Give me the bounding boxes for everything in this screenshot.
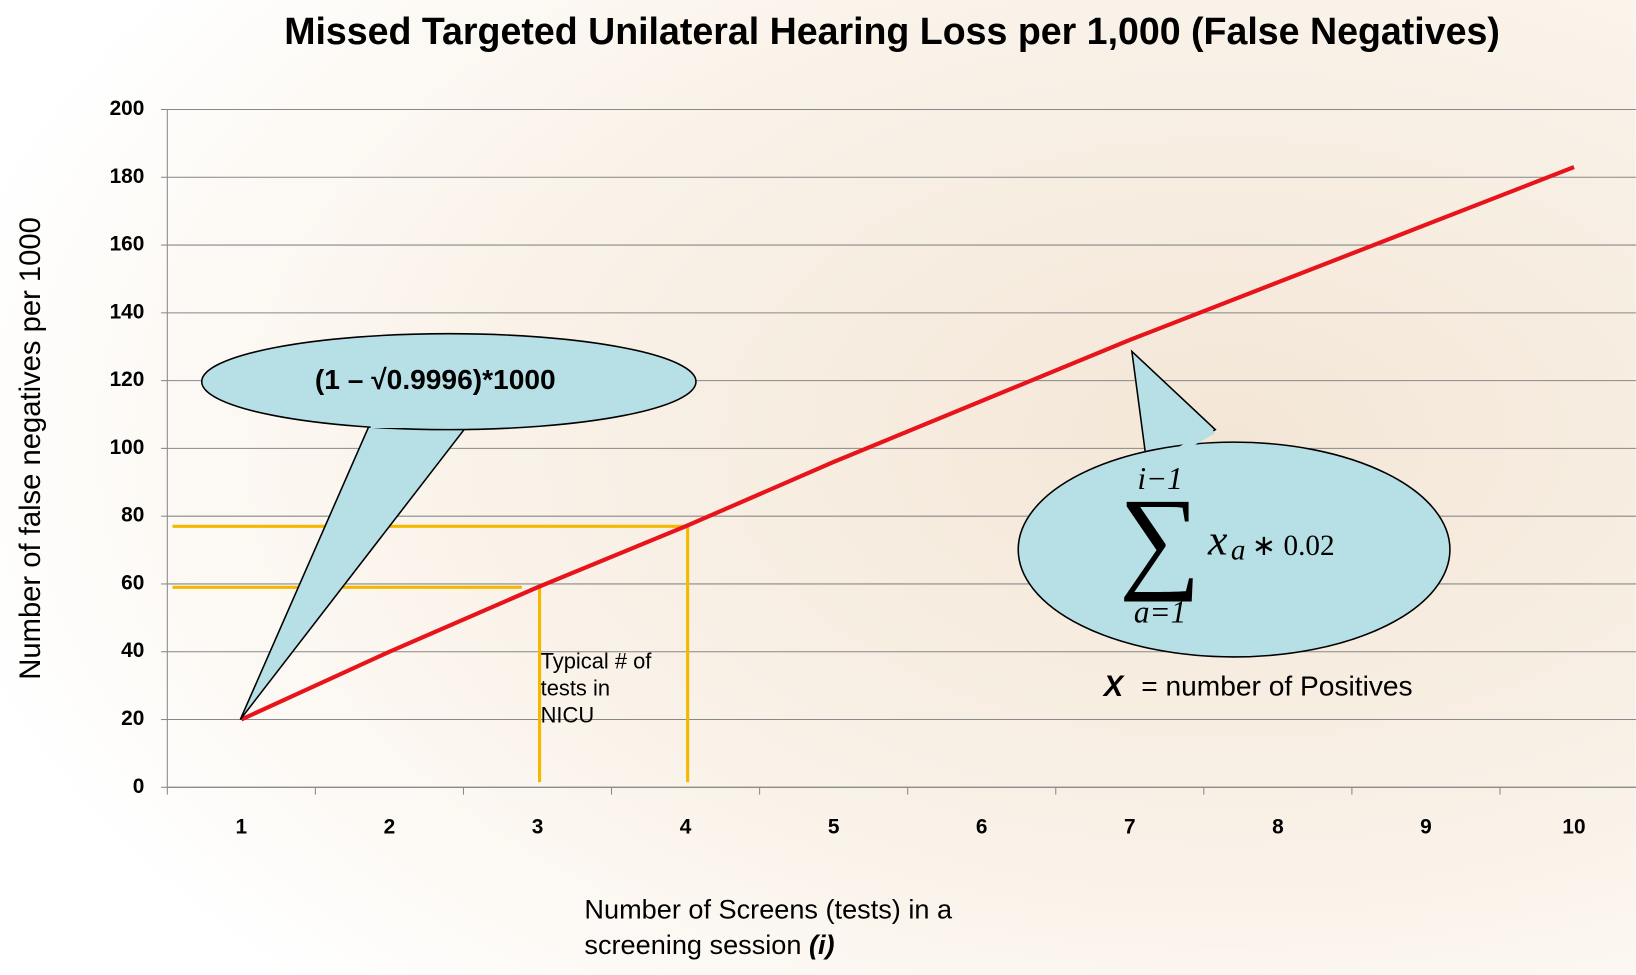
y-axis-label: Number of false negatives per 1000 [8,177,54,719]
x-tick-label: 6 [976,815,988,838]
x-tick-label: 7 [1124,815,1136,838]
x-tick-label: 3 [532,815,544,838]
x-tick-label: 10 [1562,815,1585,838]
y-tick-label: 140 [110,300,145,323]
title-box: Missed Targeted Unilateral Hearing Loss … [209,8,1575,112]
nicu-note-box: Typical # of tests in NICU [541,649,666,753]
x-tick-label: 8 [1272,815,1284,838]
x-axis-label-wrap: Number of Screens (tests) in a screening… [584,892,1043,963]
x-tick-label: 4 [680,815,692,838]
y-tick-label: 80 [121,504,144,527]
sum-tail: ∗ 0.02 [1252,530,1335,562]
y-tick-label: 0 [133,775,145,798]
y-label-box: Number of false negatives per 1000 [8,177,104,719]
y-tick-label: 60 [121,571,144,594]
y-tick-label: 200 [110,97,145,120]
y-label-group: Number of false negatives per 1000 [8,177,104,719]
y-tick-label: 100 [110,436,145,459]
y-tick-label: 40 [121,639,144,662]
y-tick-label: 120 [110,368,145,391]
x-label-box: Number of Screens (tests) in a screening… [584,892,1043,975]
nicu-note: Typical # of tests in NICU [541,649,666,730]
y-tick-label: 180 [110,165,145,188]
sum-sign: ∑ [1119,475,1201,602]
page: Missed Targeted Unilateral Hearing Loss … [0,0,1636,975]
x-tick-label: 1 [236,815,248,838]
x-definition: = number of Positives [1141,671,1412,702]
sum-variable: x [1207,516,1228,564]
sum-lower: a=1 [1134,594,1186,629]
x-tick-label: 9 [1420,815,1432,838]
x-tick-label: 5 [828,815,840,838]
sum-subscript: a [1231,534,1246,566]
x-tick-label: 2 [384,815,396,838]
x-axis-label-suffix: (i) [809,929,835,960]
x-axis-label: Number of Screens (tests) in a screening… [584,894,952,961]
y-tick-label: 20 [121,707,144,730]
chart: Missed Targeted Unilateral Hearing Loss … [0,0,1636,975]
x-symbol: X [1102,671,1125,703]
callout-formula: (1 – √0.9996)*1000 [315,364,556,395]
y-tick-label: 160 [110,233,145,256]
chart-title: Missed Targeted Unilateral Hearing Loss … [209,8,1575,53]
